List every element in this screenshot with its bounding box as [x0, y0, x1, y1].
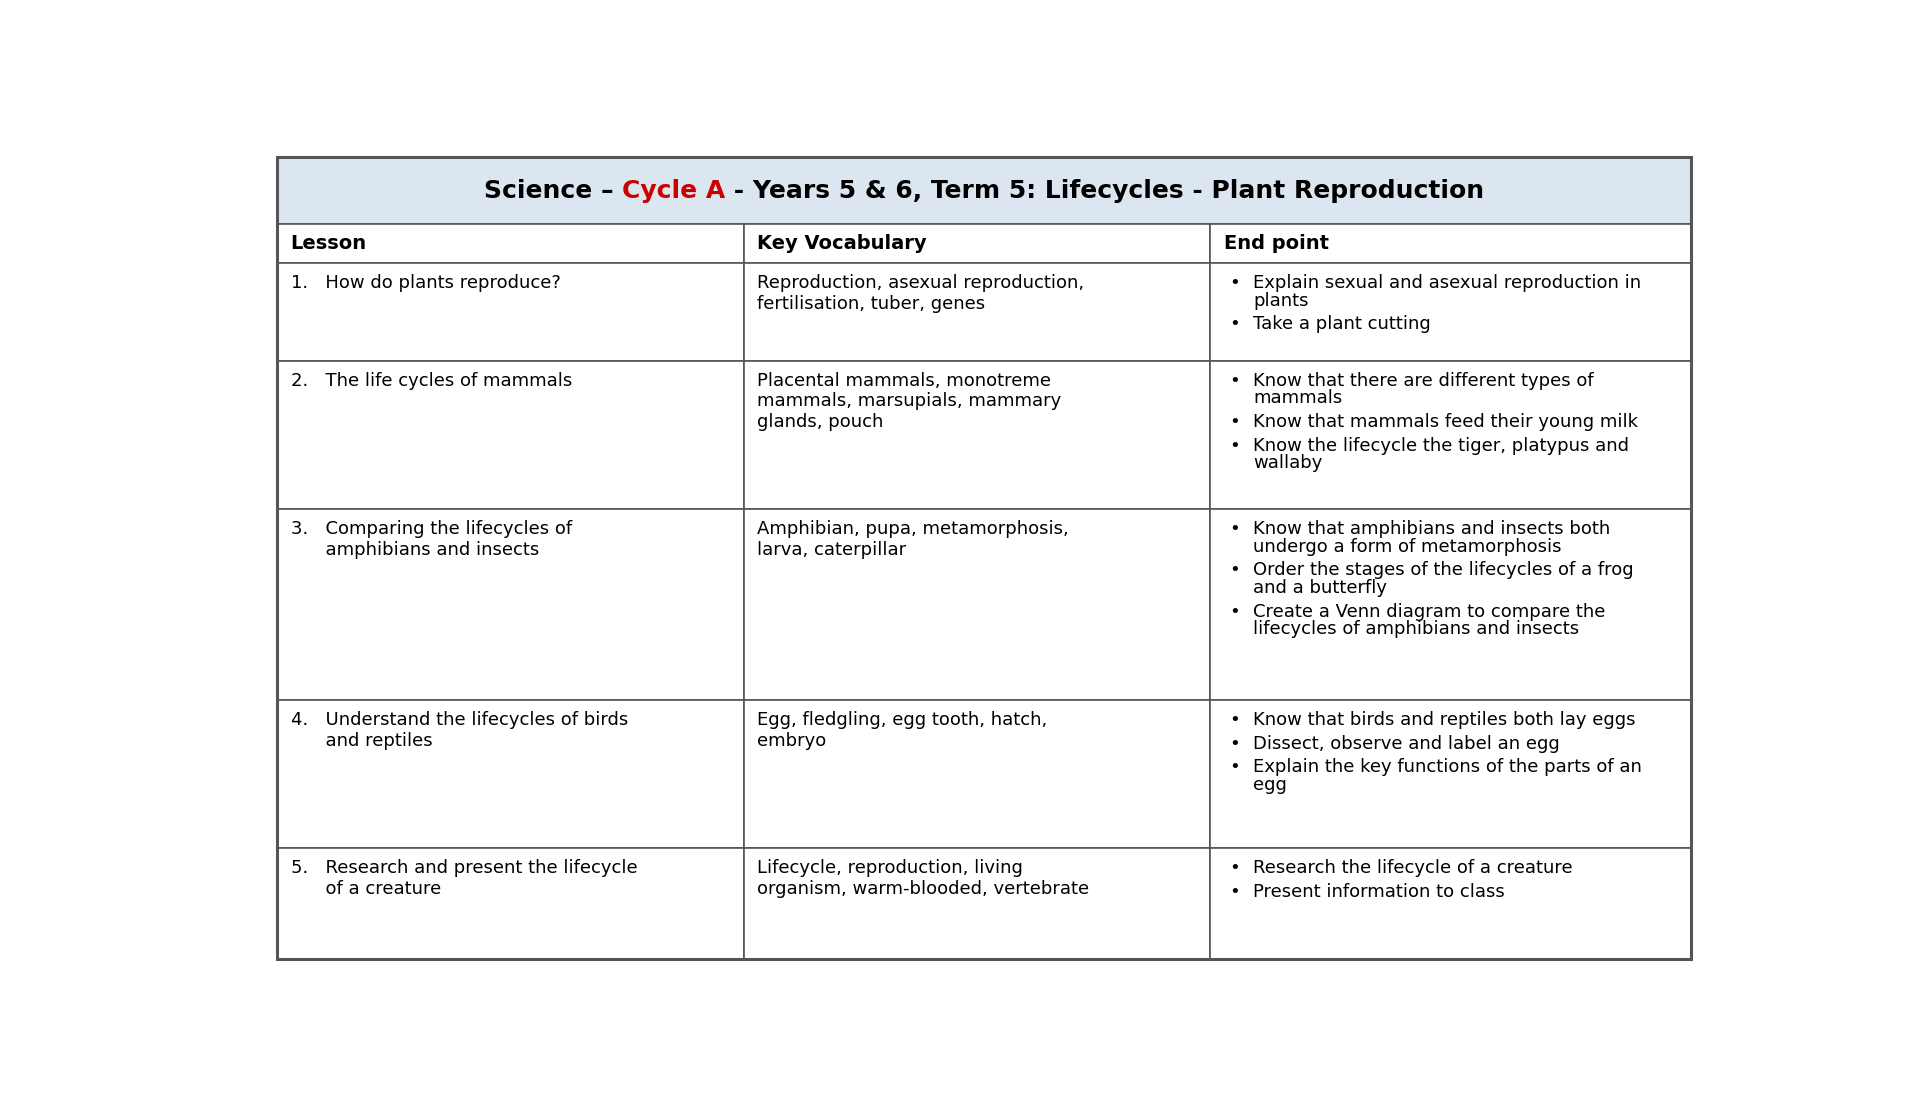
Bar: [1210, 361, 1692, 510]
Bar: [276, 225, 743, 263]
Bar: [276, 848, 743, 959]
Text: •: •: [1229, 436, 1240, 455]
Text: End point: End point: [1223, 235, 1329, 253]
Text: •: •: [1229, 758, 1240, 776]
Text: egg: egg: [1254, 776, 1286, 794]
Text: Amphibian, pupa, metamorphosis,
larva, caterpillar: Amphibian, pupa, metamorphosis, larva, c…: [756, 521, 1069, 559]
Bar: [743, 848, 1210, 959]
Text: Take a plant cutting: Take a plant cutting: [1254, 316, 1430, 333]
Text: Lesson: Lesson: [290, 235, 367, 253]
Bar: [1210, 700, 1692, 848]
Text: Know the lifecycle the tiger, platypus and: Know the lifecycle the tiger, platypus a…: [1254, 436, 1630, 455]
Text: Know that there are different types of: Know that there are different types of: [1254, 372, 1594, 390]
Bar: [276, 263, 743, 361]
Text: •: •: [1229, 883, 1240, 901]
Bar: [743, 510, 1210, 700]
Text: Research the lifecycle of a creature: Research the lifecycle of a creature: [1254, 859, 1572, 877]
Bar: [276, 361, 743, 510]
Text: and a butterfly: and a butterfly: [1254, 579, 1388, 597]
Text: - Years 5 & 6, Term 5: Lifecycles - Plant Reproduction: - Years 5 & 6, Term 5: Lifecycles - Plan…: [726, 179, 1484, 203]
Text: •: •: [1229, 734, 1240, 753]
Text: Science –: Science –: [484, 179, 622, 203]
Text: •: •: [1229, 274, 1240, 293]
Text: 1.   How do plants reproduce?: 1. How do plants reproduce?: [290, 274, 561, 293]
Text: Dissect, observe and label an egg: Dissect, observe and label an egg: [1254, 734, 1561, 753]
Text: Reproduction, asexual reproduction,
fertilisation, tuber, genes: Reproduction, asexual reproduction, fert…: [756, 274, 1085, 313]
Text: Explain the key functions of the parts of an: Explain the key functions of the parts o…: [1254, 758, 1642, 776]
Text: •: •: [1229, 372, 1240, 390]
Text: wallaby: wallaby: [1254, 455, 1323, 472]
Text: •: •: [1229, 711, 1240, 729]
Bar: [1210, 263, 1692, 361]
Bar: [276, 700, 743, 848]
Text: Key Vocabulary: Key Vocabulary: [756, 235, 927, 253]
Text: •: •: [1229, 316, 1240, 333]
Bar: [1210, 510, 1692, 700]
Text: •: •: [1229, 859, 1240, 877]
Text: Know that birds and reptiles both lay eggs: Know that birds and reptiles both lay eg…: [1254, 711, 1636, 729]
Text: Present information to class: Present information to class: [1254, 883, 1505, 901]
Text: Cycle A: Cycle A: [622, 179, 726, 203]
Text: Explain sexual and asexual reproduction in: Explain sexual and asexual reproduction …: [1254, 274, 1642, 293]
Text: 3.   Comparing the lifecycles of
      amphibians and insects: 3. Comparing the lifecycles of amphibian…: [290, 521, 572, 559]
Text: 4.   Understand the lifecycles of birds
      and reptiles: 4. Understand the lifecycles of birds an…: [290, 711, 628, 750]
Text: Know that mammals feed their young milk: Know that mammals feed their young milk: [1254, 413, 1638, 431]
Text: 5.   Research and present the lifecycle
      of a creature: 5. Research and present the lifecycle of…: [290, 859, 637, 898]
Text: Order the stages of the lifecycles of a frog: Order the stages of the lifecycles of a …: [1254, 561, 1634, 580]
Text: plants: plants: [1254, 292, 1309, 310]
Text: 2.   The life cycles of mammals: 2. The life cycles of mammals: [290, 372, 572, 390]
Text: •: •: [1229, 521, 1240, 538]
Text: undergo a form of metamorphosis: undergo a form of metamorphosis: [1254, 538, 1561, 556]
Bar: [743, 700, 1210, 848]
Text: •: •: [1229, 603, 1240, 620]
Bar: [1210, 225, 1692, 263]
Bar: [743, 361, 1210, 510]
Text: Lifecycle, reproduction, living
organism, warm-blooded, vertebrate: Lifecycle, reproduction, living organism…: [756, 859, 1089, 898]
Text: Know that amphibians and insects both: Know that amphibians and insects both: [1254, 521, 1611, 538]
Text: Create a Venn diagram to compare the: Create a Venn diagram to compare the: [1254, 603, 1605, 620]
Text: lifecycles of amphibians and insects: lifecycles of amphibians and insects: [1254, 620, 1580, 639]
Bar: [1210, 848, 1692, 959]
Text: Egg, fledgling, egg tooth, hatch,
embryo: Egg, fledgling, egg tooth, hatch, embryo: [756, 711, 1046, 750]
Bar: [276, 510, 743, 700]
Text: mammals: mammals: [1254, 389, 1342, 408]
Text: •: •: [1229, 561, 1240, 580]
Text: Placental mammals, monotreme
mammals, marsupials, mammary
glands, pouch: Placental mammals, monotreme mammals, ma…: [756, 372, 1062, 431]
Text: •: •: [1229, 413, 1240, 431]
Bar: [743, 263, 1210, 361]
Bar: [743, 225, 1210, 263]
Bar: [276, 157, 1692, 225]
